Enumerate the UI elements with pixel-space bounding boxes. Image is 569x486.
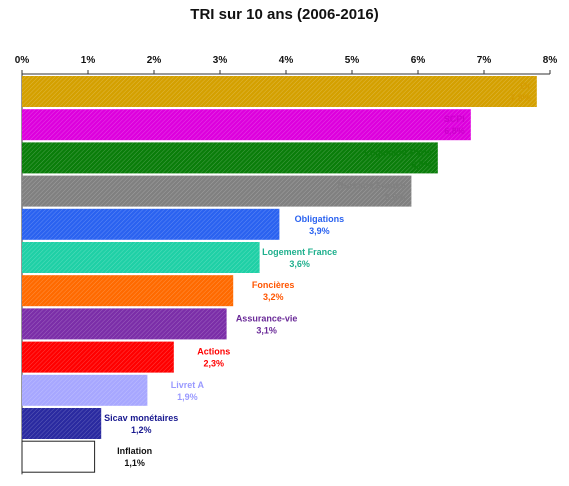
bar-category-label: Livret A (171, 380, 205, 390)
bar-texture (22, 76, 537, 107)
bar-value-label: 3,1% (256, 325, 277, 335)
bar-texture (22, 275, 234, 307)
bar-labels: Or 7,8% SCPI 6,8% Logement Paris 6,3% Bureaux … (104, 81, 531, 468)
bar-value-label: 2,3% (204, 359, 225, 369)
bar-category-label: Inflation (117, 446, 152, 456)
bar-11 (21, 440, 96, 473)
bar-category-label: Logement France (262, 247, 337, 257)
bar-category-label: Obligations (295, 214, 345, 224)
bar-texture (22, 142, 438, 174)
bar-value-label: 3,6% (289, 259, 310, 269)
bar-category-label: SCPI (444, 114, 465, 124)
bar-texture (22, 242, 260, 273)
bar-category-label: Foncières (252, 280, 295, 290)
bar-value-label: 6,3% (411, 159, 432, 169)
bar-texture (22, 374, 148, 406)
bar-category-label: Logement Paris (364, 147, 432, 157)
bar-category-label: Assurance-vie (236, 313, 298, 323)
chart-title: TRI sur 10 ans (2006-2016) (190, 6, 379, 23)
bar-value-label: 3,2% (263, 292, 284, 302)
x-tick-label: 3% (213, 55, 228, 66)
bar-texture (22, 341, 174, 373)
bar-value-label: 3,9% (309, 226, 330, 236)
x-tick-label: 4% (279, 55, 294, 66)
bar-texture (22, 109, 471, 141)
bar-value-label: 6,8% (444, 126, 465, 136)
bar-value-label: 5,9% (385, 193, 406, 203)
bar-value-label: 1,2% (131, 425, 152, 435)
bar-category-label: Sicav monétaires (104, 413, 178, 423)
bar-category-label: Actions (197, 347, 230, 357)
x-tick-label: 8% (543, 55, 558, 66)
x-tick-label: 7% (477, 55, 492, 66)
bars (21, 76, 537, 473)
x-tick-label: 6% (411, 55, 426, 66)
x-tick-label: 0% (15, 55, 30, 66)
bar-category-label: Or (520, 81, 531, 91)
bar-texture (22, 208, 280, 240)
bar-texture (22, 408, 102, 439)
bar-texture (22, 308, 227, 340)
x-tick-label: 5% (345, 55, 360, 66)
bar-value-label: 1,1% (124, 458, 145, 468)
bar-texture (22, 175, 412, 207)
bar-category-label: Bureaux France (337, 181, 405, 191)
x-tick-label: 1% (81, 55, 96, 66)
x-tick-label: 2% (147, 55, 162, 66)
bar-value-label: 7,8% (510, 93, 531, 103)
x-axis: 0% 1% 2% 3% 4% 5% 6% 7% 8% (15, 55, 558, 475)
bar-value-label: 1,9% (177, 392, 198, 402)
